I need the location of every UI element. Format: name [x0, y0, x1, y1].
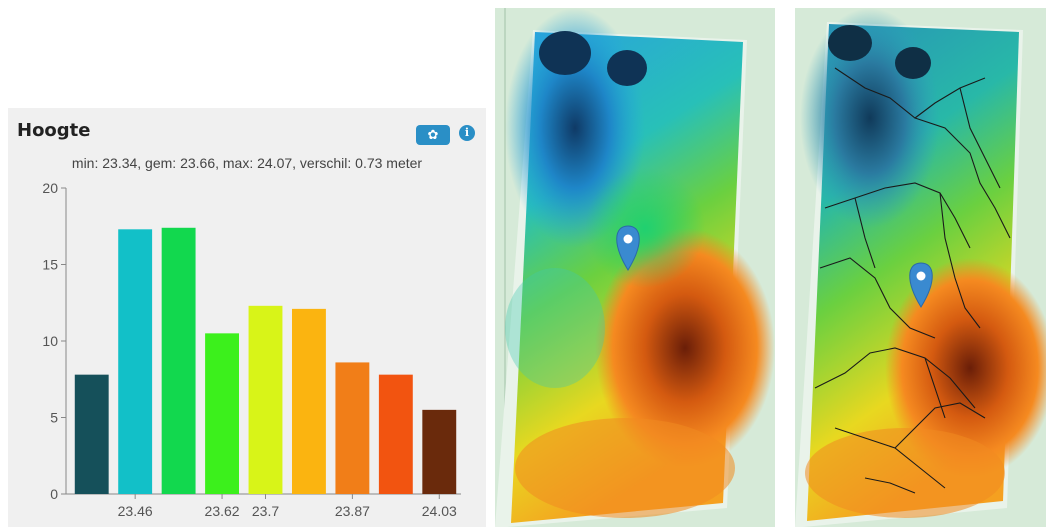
- histogram-bar[interactable]: [292, 308, 326, 494]
- map-pin-icon[interactable]: [616, 225, 640, 271]
- y-tick-label: 10: [42, 333, 58, 349]
- histogram-bar[interactable]: [248, 305, 283, 494]
- gear-icon: ✿: [427, 127, 439, 142]
- x-tick-label: 23.87: [335, 503, 370, 519]
- histogram-bar[interactable]: [378, 374, 413, 494]
- x-tick-label: 23.62: [205, 503, 240, 519]
- widget-title: Hoogte: [17, 120, 91, 141]
- elevation-map-with-drainage[interactable]: [795, 8, 1046, 527]
- y-tick-label: 5: [50, 410, 58, 426]
- histogram-bar[interactable]: [118, 229, 153, 494]
- elevation-map[interactable]: [495, 8, 775, 527]
- x-tick-label: 24.03: [422, 503, 457, 519]
- histogram-bar[interactable]: [422, 409, 457, 494]
- histogram-bar[interactable]: [335, 362, 370, 494]
- y-tick-label: 0: [50, 486, 58, 502]
- y-tick-label: 15: [42, 257, 58, 273]
- stats-summary: min: 23.34, gem: 23.66, max: 24.07, vers…: [71, 155, 423, 171]
- histogram-bar[interactable]: [205, 333, 239, 494]
- x-tick-label: 23.7: [252, 503, 279, 519]
- info-icon: i: [464, 126, 470, 139]
- y-tick-label: 20: [42, 180, 58, 196]
- info-button[interactable]: i: [459, 125, 475, 141]
- histogram-bar[interactable]: [161, 227, 196, 494]
- histogram-widget: Hoogte ✿ i min: 23.34, gem: 23.66, max: …: [8, 108, 486, 527]
- drainage-lines: [814, 67, 1011, 494]
- map-pin-icon[interactable]: [909, 262, 933, 308]
- histogram-chart: 0 5 10 15 20 23.46 23.62 23.7 23.87 24.03: [42, 180, 461, 519]
- settings-button[interactable]: ✿: [416, 125, 450, 145]
- x-tick-label: 23.46: [118, 503, 153, 519]
- histogram-bar[interactable]: [74, 374, 109, 494]
